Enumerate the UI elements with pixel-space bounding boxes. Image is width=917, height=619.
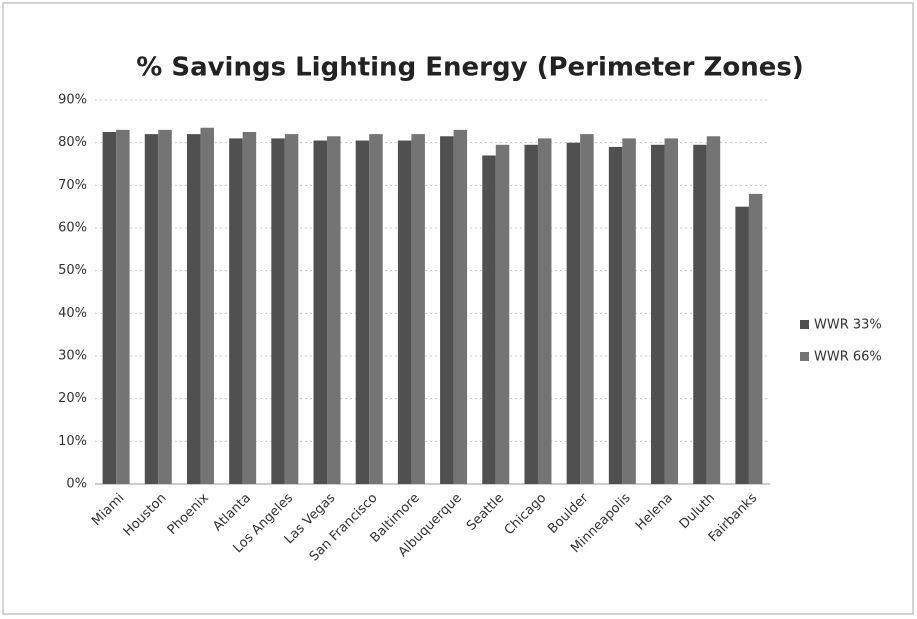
bar	[693, 144, 707, 485]
bar	[102, 132, 117, 484]
legend-label: WWR 33%	[814, 318, 882, 333]
bar	[748, 193, 763, 484]
bar	[524, 144, 538, 485]
bar	[566, 142, 581, 484]
bar	[608, 146, 623, 484]
bar	[116, 129, 130, 484]
y-tick-label: 10%	[58, 434, 87, 449]
bar	[397, 140, 412, 485]
bar	[651, 144, 665, 485]
bar	[242, 132, 257, 484]
bar	[327, 136, 341, 484]
bar	[495, 144, 510, 485]
legend-swatch	[800, 320, 809, 329]
bar	[313, 140, 328, 485]
y-tick-label: 90%	[58, 93, 87, 108]
bar	[158, 129, 172, 484]
y-tick-label: 70%	[58, 178, 87, 193]
bar	[144, 134, 159, 484]
bar	[440, 136, 454, 484]
legend-label: WWR 66%	[814, 350, 882, 365]
y-tick-label: 50%	[58, 263, 87, 278]
bar	[186, 134, 201, 484]
y-tick-label: 80%	[58, 135, 87, 150]
bar	[735, 206, 749, 484]
bar	[369, 134, 383, 484]
y-tick-label: 30%	[58, 349, 87, 364]
bar	[411, 134, 425, 484]
bar	[453, 129, 468, 484]
bar	[706, 136, 721, 484]
bar	[271, 138, 285, 484]
bar	[664, 138, 679, 484]
y-tick-label: 40%	[58, 306, 87, 321]
legend-swatch	[800, 352, 809, 361]
chart-title: % Savings Lighting Energy (Perimeter Zon…	[136, 53, 804, 83]
bar	[482, 155, 496, 484]
bar	[284, 134, 299, 484]
bar	[229, 138, 243, 484]
y-tick-label: 20%	[58, 391, 87, 406]
bar	[622, 138, 636, 484]
y-tick-label: 60%	[58, 221, 87, 236]
bar	[537, 138, 552, 484]
y-tick-label: 0%	[66, 477, 87, 492]
bar	[200, 127, 214, 484]
bar	[355, 140, 370, 485]
bar	[580, 134, 594, 484]
